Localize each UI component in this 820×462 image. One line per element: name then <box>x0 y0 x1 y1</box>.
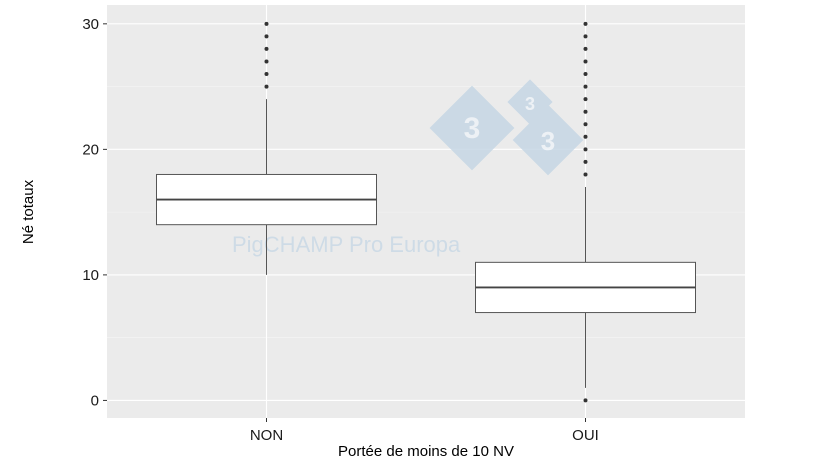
outlier-point <box>583 46 588 51</box>
outlier-point <box>583 34 588 39</box>
outlier-point <box>583 72 588 77</box>
x-tick-label: OUI <box>572 427 599 444</box>
outlier-point <box>583 84 588 89</box>
outlier-point <box>264 34 269 39</box>
y-tick-label: 30 <box>82 16 99 33</box>
outlier-point <box>264 72 269 77</box>
outlier-point <box>583 109 588 114</box>
outlier-point <box>583 122 588 127</box>
outlier-point <box>264 84 269 89</box>
outlier-point <box>264 46 269 51</box>
outlier-point <box>264 21 269 26</box>
outlier-point <box>583 147 588 152</box>
outlier-point <box>264 59 269 64</box>
x-axis-label: Portée de moins de 10 NV <box>338 443 514 460</box>
y-tick-label: 0 <box>91 392 99 409</box>
outlier-point <box>583 159 588 164</box>
outlier-point <box>583 172 588 177</box>
outlier-point <box>583 134 588 139</box>
svg-text:3: 3 <box>541 126 555 156</box>
x-tick-label: NON <box>250 427 283 444</box>
y-axis-label: Né totaux <box>20 179 37 244</box>
y-tick-label: 10 <box>82 267 99 284</box>
watermark-text: PigCHAMP Pro Europa <box>232 232 461 257</box>
outlier-point <box>583 59 588 64</box>
watermark: 3 3 3 PigCHAMP Pro Europa <box>232 79 584 257</box>
y-tick-label: 20 <box>82 141 99 158</box>
outlier-point <box>583 398 588 403</box>
svg-text:3: 3 <box>525 94 535 114</box>
outlier-point <box>583 21 588 26</box>
outlier-point <box>583 97 588 102</box>
svg-text:3: 3 <box>464 112 481 145</box>
